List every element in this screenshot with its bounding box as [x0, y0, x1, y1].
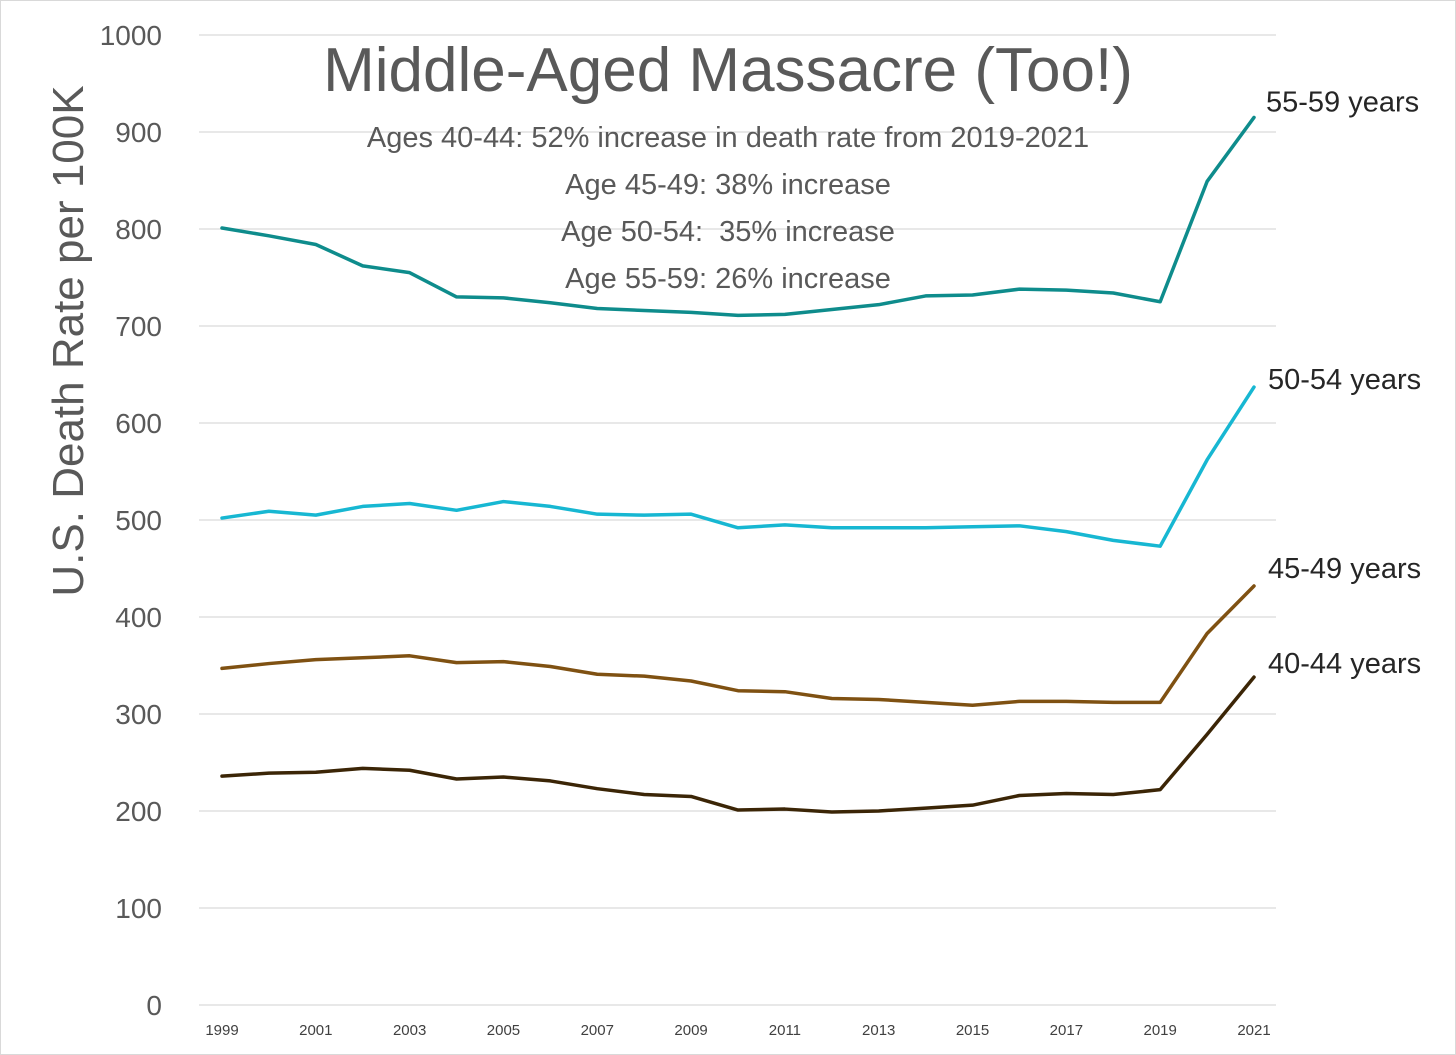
series-line-55-59-years — [220, 115, 1256, 318]
x-tick-label: 2013 — [862, 1022, 895, 1039]
series-line-45-49-years — [220, 584, 1256, 708]
subtitle-line-4: Age 55-59: 26% increase — [565, 263, 891, 295]
y-axis-ticks: 0 100 200 300 400 500 600 700 800 900 1000 — [100, 20, 162, 1021]
y-tick-label: 400 — [115, 602, 162, 633]
series-line-50-54-years — [220, 385, 1256, 548]
x-tick-label: 2021 — [1237, 1022, 1270, 1039]
subtitle-line-1: Ages 40-44: 52% increase in death rate f… — [367, 122, 1089, 154]
y-tick-label: 0 — [146, 990, 162, 1021]
y-tick-label: 900 — [115, 117, 162, 148]
x-tick-label: 2007 — [581, 1022, 614, 1039]
subtitle-line-2: Age 45-49: 38% increase — [565, 169, 891, 201]
series-label: 45-49 years — [1268, 553, 1421, 585]
subtitle-line-3: Age 50-54: 35% increase — [561, 216, 895, 248]
x-tick-label: 2015 — [956, 1022, 989, 1039]
series-line-40-44-years — [220, 675, 1256, 814]
y-tick-label: 800 — [115, 214, 162, 245]
series-labels: 55-59 years 50-54 years 45-49 years 40-44 y… — [1266, 86, 1421, 680]
x-tick-label: 2005 — [487, 1022, 520, 1039]
chart-title: Middle-Aged Massacre (Too!) — [323, 36, 1133, 105]
y-tick-label: 700 — [115, 311, 162, 342]
x-axis-ticks: 1999 2001 2003 2005 2007 2009 2011 2013 2015 2017… — [205, 1022, 1270, 1039]
x-tick-label: 2011 — [769, 1022, 801, 1039]
y-tick-label: 1000 — [100, 20, 162, 51]
y-tick-label: 500 — [115, 505, 162, 536]
x-tick-label: 2019 — [1143, 1022, 1176, 1039]
series-label: 50-54 years — [1268, 364, 1421, 396]
y-tick-label: 100 — [115, 893, 162, 924]
series-lines — [220, 115, 1256, 814]
x-tick-label: 2009 — [674, 1022, 707, 1039]
gridlines — [199, 34, 1276, 1006]
y-tick-label: 200 — [115, 796, 162, 827]
y-axis-label: U.S. Death Rate per 100K — [44, 85, 93, 596]
y-tick-label: 300 — [115, 699, 162, 730]
y-tick-label: 600 — [115, 408, 162, 439]
x-tick-label: 2017 — [1050, 1022, 1083, 1039]
x-tick-label: 2003 — [393, 1022, 426, 1039]
x-tick-label: 2001 — [299, 1022, 332, 1039]
series-label: 40-44 years — [1268, 648, 1421, 680]
series-label: 55-59 years — [1266, 86, 1419, 118]
x-tick-label: 1999 — [205, 1022, 238, 1039]
